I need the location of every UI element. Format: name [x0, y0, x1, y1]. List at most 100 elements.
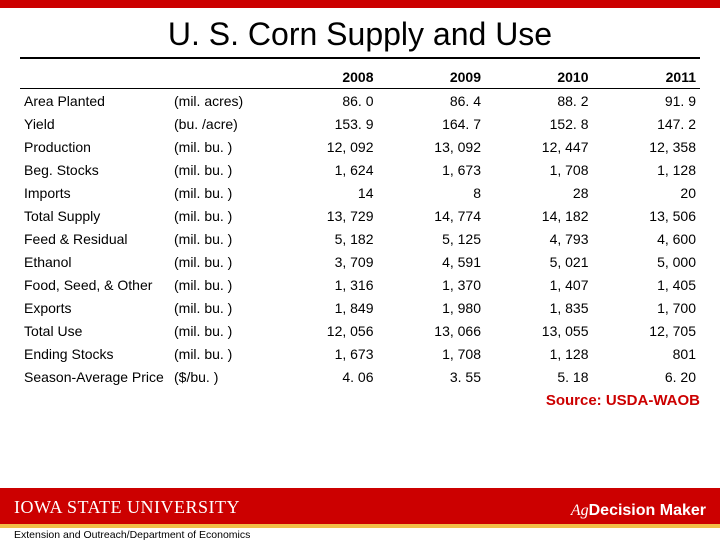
header-blank-unit [170, 65, 270, 89]
source-citation: Source: USDA-WAOB [0, 388, 720, 409]
row-label: Yield [20, 112, 170, 135]
cell-value: 12, 358 [593, 135, 701, 158]
row-unit: (mil. bu. ) [170, 342, 270, 365]
header-year: 2009 [378, 65, 486, 89]
cell-value: 4, 591 [378, 250, 486, 273]
table-row: Exports(mil. bu. )1, 8491, 9801, 8351, 7… [20, 296, 700, 319]
table-row: Feed & Residual(mil. bu. )5, 1825, 1254,… [20, 227, 700, 250]
table-row: Ending Stocks(mil. bu. )1, 6731, 7081, 1… [20, 342, 700, 365]
cell-value: 4, 793 [485, 227, 593, 250]
table-body: Area Planted(mil. acres)86. 086. 488. 29… [20, 89, 700, 389]
table-row: Beg. Stocks(mil. bu. )1, 6241, 6731, 708… [20, 158, 700, 181]
footer: IOWA STATE UNIVERSITY AgDecision Maker E… [0, 480, 720, 540]
cell-value: 1, 370 [378, 273, 486, 296]
cell-value: 13, 506 [593, 204, 701, 227]
cell-value: 5, 182 [270, 227, 378, 250]
row-unit: (mil. bu. ) [170, 135, 270, 158]
row-label: Imports [20, 181, 170, 204]
table-row: Yield(bu. /acre)153. 9164. 7152. 8147. 2 [20, 112, 700, 135]
cell-value: 1, 673 [378, 158, 486, 181]
row-unit: (mil. bu. ) [170, 204, 270, 227]
cell-value: 1, 405 [593, 273, 701, 296]
table-row: Imports(mil. bu. )1482820 [20, 181, 700, 204]
cell-value: 1, 316 [270, 273, 378, 296]
row-label: Ethanol [20, 250, 170, 273]
table-row: Area Planted(mil. acres)86. 086. 488. 29… [20, 89, 700, 113]
cell-value: 1, 708 [485, 158, 593, 181]
top-brand-bar [0, 0, 720, 8]
cell-value: 86. 4 [378, 89, 486, 113]
row-label: Exports [20, 296, 170, 319]
table-row: Total Use(mil. bu. )12, 05613, 06613, 05… [20, 319, 700, 342]
cell-value: 3, 709 [270, 250, 378, 273]
row-unit: (bu. /acre) [170, 112, 270, 135]
cell-value: 12, 056 [270, 319, 378, 342]
cell-value: 153. 9 [270, 112, 378, 135]
ag-decision-maker-logo: AgDecision Maker [571, 502, 706, 520]
row-unit: ($/bu. ) [170, 365, 270, 388]
cell-value: 1, 708 [378, 342, 486, 365]
data-table-container: 2008 2009 2010 2011 Area Planted(mil. ac… [0, 59, 720, 388]
cell-value: 14, 774 [378, 204, 486, 227]
cell-value: 4, 600 [593, 227, 701, 250]
cell-value: 5, 021 [485, 250, 593, 273]
table-header-row: 2008 2009 2010 2011 [20, 65, 700, 89]
cell-value: 6. 20 [593, 365, 701, 388]
table-row: Food, Seed, & Other(mil. bu. )1, 3161, 3… [20, 273, 700, 296]
cell-value: 13, 055 [485, 319, 593, 342]
extension-dept-text: Extension and Outreach/Department of Eco… [14, 529, 250, 541]
table-row: Ethanol(mil. bu. )3, 7094, 5915, 0215, 0… [20, 250, 700, 273]
header-year: 2010 [485, 65, 593, 89]
row-unit: (mil. bu. ) [170, 296, 270, 319]
cell-value: 164. 7 [378, 112, 486, 135]
cell-value: 801 [593, 342, 701, 365]
cell-value: 13, 066 [378, 319, 486, 342]
cell-value: 5, 000 [593, 250, 701, 273]
row-unit: (mil. bu. ) [170, 158, 270, 181]
row-label: Feed & Residual [20, 227, 170, 250]
cell-value: 1, 700 [593, 296, 701, 319]
cell-value: 86. 0 [270, 89, 378, 113]
header-blank-label [20, 65, 170, 89]
row-unit: (mil. acres) [170, 89, 270, 113]
cell-value: 152. 8 [485, 112, 593, 135]
header-year: 2008 [270, 65, 378, 89]
row-label: Food, Seed, & Other [20, 273, 170, 296]
row-label: Area Planted [20, 89, 170, 113]
cell-value: 8 [378, 181, 486, 204]
cell-value: 1, 624 [270, 158, 378, 181]
row-label: Beg. Stocks [20, 158, 170, 181]
cell-value: 12, 447 [485, 135, 593, 158]
cell-value: 14 [270, 181, 378, 204]
row-label: Total Supply [20, 204, 170, 227]
isu-logo-text: IOWA STATE UNIVERSITY [14, 497, 240, 518]
cell-value: 3. 55 [378, 365, 486, 388]
cell-value: 1, 407 [485, 273, 593, 296]
page-title: U. S. Corn Supply and Use [20, 8, 700, 59]
cell-value: 147. 2 [593, 112, 701, 135]
cell-value: 12, 705 [593, 319, 701, 342]
cell-value: 5. 18 [485, 365, 593, 388]
cell-value: 88. 2 [485, 89, 593, 113]
agdm-ag: Ag [571, 502, 589, 519]
cell-value: 20 [593, 181, 701, 204]
row-unit: (mil. bu. ) [170, 250, 270, 273]
cell-value: 1, 980 [378, 296, 486, 319]
cell-value: 4. 06 [270, 365, 378, 388]
cell-value: 12, 092 [270, 135, 378, 158]
cell-value: 1, 673 [270, 342, 378, 365]
table-row: Total Supply(mil. bu. )13, 72914, 77414,… [20, 204, 700, 227]
row-label: Ending Stocks [20, 342, 170, 365]
cell-value: 28 [485, 181, 593, 204]
row-label: Total Use [20, 319, 170, 342]
cell-value: 1, 849 [270, 296, 378, 319]
cell-value: 91. 9 [593, 89, 701, 113]
cell-value: 13, 729 [270, 204, 378, 227]
cell-value: 1, 128 [593, 158, 701, 181]
row-label: Season-Average Price [20, 365, 170, 388]
row-unit: (mil. bu. ) [170, 319, 270, 342]
row-unit: (mil. bu. ) [170, 181, 270, 204]
cell-value: 5, 125 [378, 227, 486, 250]
corn-supply-table: 2008 2009 2010 2011 Area Planted(mil. ac… [20, 65, 700, 388]
row-unit: (mil. bu. ) [170, 273, 270, 296]
